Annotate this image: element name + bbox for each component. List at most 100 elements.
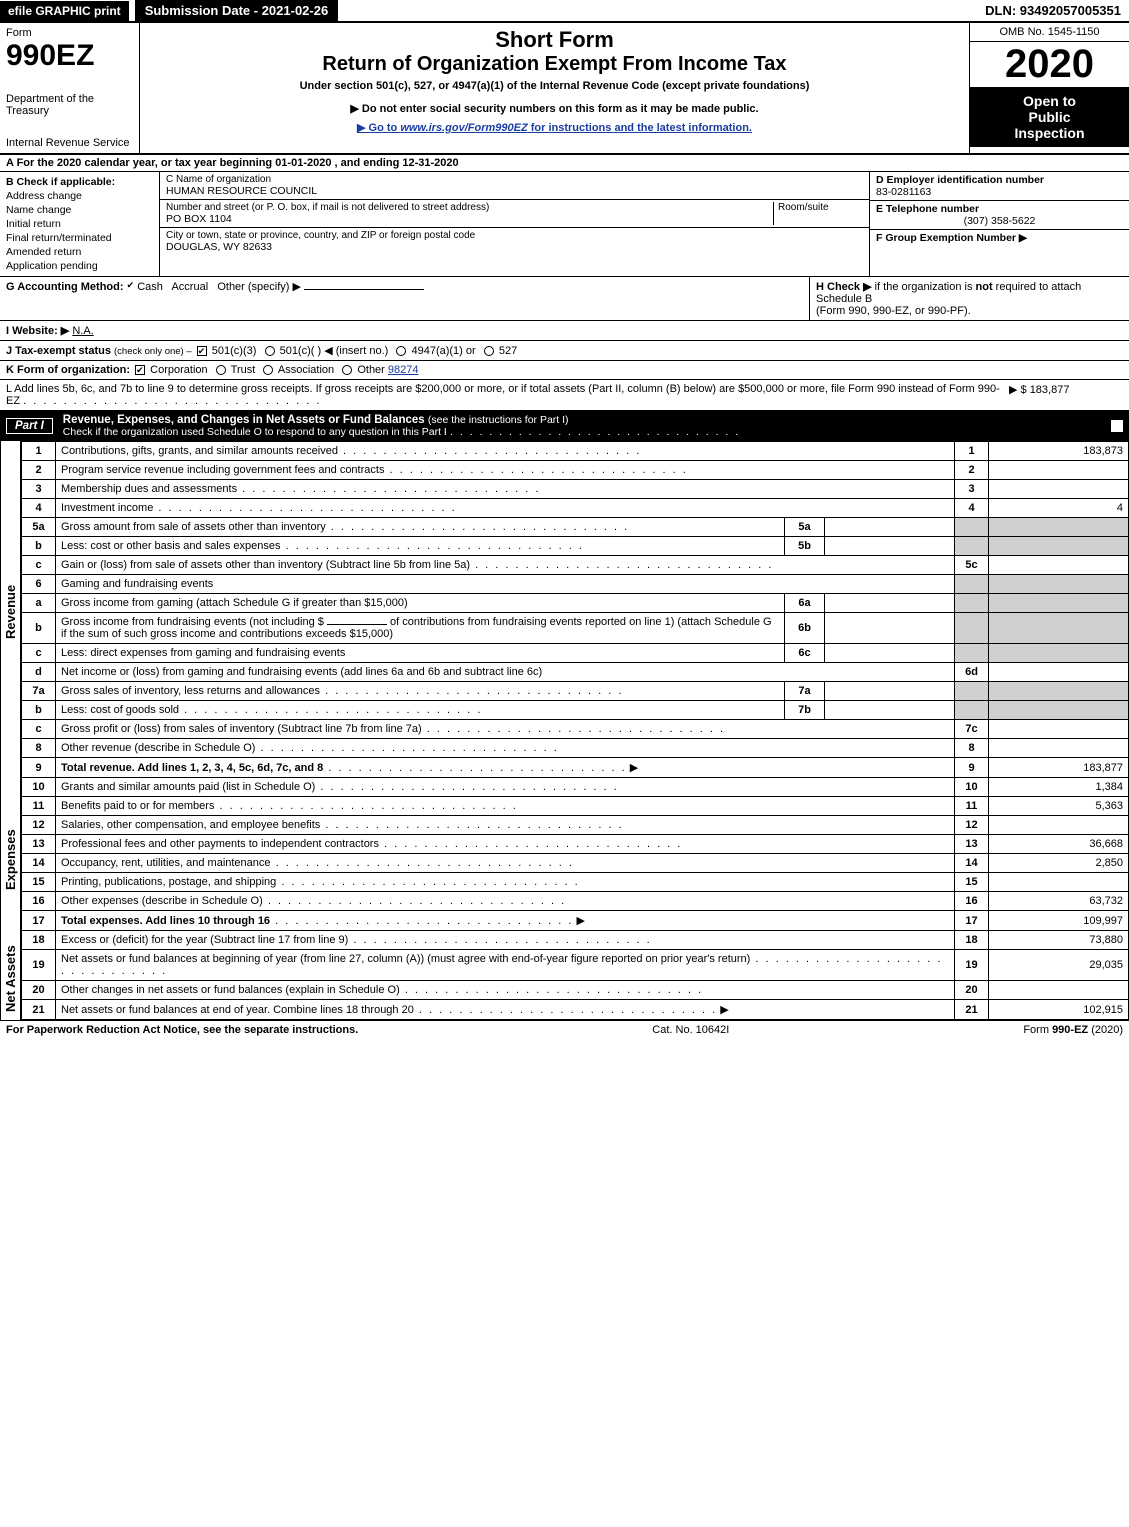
irs-link[interactable]: www.irs.gov/Form990EZ (400, 122, 527, 134)
accounting-cash-checkbox[interactable] (127, 281, 135, 293)
line-12-text: Salaries, other compensation, and employ… (56, 816, 955, 835)
line-19: 19 Net assets or fund balances at beginn… (22, 950, 1129, 981)
other-org-radio[interactable] (342, 365, 352, 375)
line-21: 21 Net assets or fund balances at end of… (22, 1000, 1129, 1020)
section-j: J Tax-exempt status (check only one) – 5… (0, 341, 1129, 361)
open-line1: Open to (974, 93, 1125, 109)
part-i-label: Part I (6, 418, 53, 434)
section-k: K Form of organization: Corporation Trus… (0, 361, 1129, 380)
section-b: B Check if applicable: Address change Na… (0, 172, 160, 276)
section-f: F Group Exemption Number ▶ (870, 230, 1129, 246)
line-20: 20 Other changes in net assets or fund b… (22, 981, 1129, 1000)
line-10: 10 Grants and similar amounts paid (list… (22, 778, 1129, 797)
section-i: I Website: ▶ N.A. (0, 321, 1129, 341)
opt-amended-return[interactable]: Amended return (6, 246, 153, 258)
return-subtitle: Under section 501(c), 527, or 4947(a)(1)… (150, 80, 959, 92)
line-6d-col: 6d (955, 663, 989, 682)
line-18-text: Excess or (deficit) for the year (Subtra… (56, 931, 955, 950)
527-radio[interactable] (484, 346, 494, 356)
phone-label: E Telephone number (876, 203, 1123, 215)
line-9-num: 9 (22, 758, 56, 778)
line-7a: 7a Gross sales of inventory, less return… (22, 682, 1129, 701)
phone-value: (307) 358-5622 (876, 215, 1123, 227)
line-15-text: Printing, publications, postage, and shi… (56, 873, 955, 892)
line-7a-amt (989, 682, 1129, 701)
page-footer: For Paperwork Reduction Act Notice, see … (0, 1020, 1129, 1039)
section-a-calendar-year: A For the 2020 calendar year, or tax yea… (0, 155, 1129, 172)
line-6c-amt (989, 644, 1129, 663)
tax-exempt-label: J Tax-exempt status (6, 345, 111, 357)
line-6b-num: b (22, 613, 56, 644)
section-g-label: G Accounting Method: (6, 281, 124, 293)
city-row: City or town, state or province, country… (160, 228, 869, 255)
association-radio[interactable] (263, 365, 273, 375)
section-b-label: B Check if applicable: (6, 176, 153, 188)
line-1-amt: 183,873 (989, 442, 1129, 461)
line-5c-amt (989, 556, 1129, 575)
4947-radio[interactable] (396, 346, 406, 356)
line-16-num: 16 (22, 892, 56, 911)
line-5c: c Gain or (loss) from sale of assets oth… (22, 556, 1129, 575)
opt-final-return[interactable]: Final return/terminated (6, 232, 153, 244)
line-5b-box: 5b (785, 537, 825, 556)
line-14-num: 14 (22, 854, 56, 873)
line-1-text: Contributions, gifts, grants, and simila… (56, 442, 955, 461)
line-20-num: 20 (22, 981, 56, 1000)
line-1-col: 1 (955, 442, 989, 461)
opt-application-pending[interactable]: Application pending (6, 260, 153, 272)
line-8-num: 8 (22, 739, 56, 758)
line-7a-num: 7a (22, 682, 56, 701)
line-6c: c Less: direct expenses from gaming and … (22, 644, 1129, 663)
line-5b-num: b (22, 537, 56, 556)
line-2-text: Program service revenue including govern… (56, 461, 955, 480)
line-8: 8 Other revenue (describe in Schedule O)… (22, 739, 1129, 758)
line-5b-col (955, 537, 989, 556)
line-8-col: 8 (955, 739, 989, 758)
line-14-amt: 2,850 (989, 854, 1129, 873)
form-word: Form (6, 27, 133, 39)
line-9-amt: 183,877 (989, 758, 1129, 778)
corporation-checkbox[interactable] (135, 365, 145, 375)
street-value: PO BOX 1104 (166, 213, 773, 225)
line-7b-box: 7b (785, 701, 825, 720)
line-5c-text: Gain or (loss) from sale of assets other… (56, 556, 955, 575)
line-6: 6 Gaming and fundraising events (22, 575, 1129, 594)
501c-radio[interactable] (265, 346, 275, 356)
section-l-amount: ▶ $ 183,877 (1003, 383, 1123, 407)
line-11-num: 11 (22, 797, 56, 816)
501c-label: 501(c)( ) ◀ (insert no.) (280, 345, 389, 357)
line-6d: d Net income or (loss) from gaming and f… (22, 663, 1129, 682)
part-i-schedule-o-checkbox[interactable] (1111, 420, 1123, 432)
street-label: Number and street (or P. O. box, if mail… (166, 202, 773, 213)
org-name: HUMAN RESOURCE COUNCIL (166, 185, 863, 197)
line-13-text: Professional fees and other payments to … (56, 835, 955, 854)
efile-print-button[interactable]: efile GRAPHIC print (0, 1, 129, 21)
line-13-amt: 36,668 (989, 835, 1129, 854)
other-org-link[interactable]: 98274 (388, 364, 419, 376)
line-7a-text: Gross sales of inventory, less returns a… (56, 682, 785, 701)
part-i-check-note: Check if the organization used Schedule … (63, 426, 447, 438)
short-form-title: Short Form (150, 27, 959, 53)
opt-name-change[interactable]: Name change (6, 204, 153, 216)
ssn-warning: ▶ Do not enter social security numbers o… (150, 102, 959, 115)
line-3-num: 3 (22, 480, 56, 499)
line-2-col: 2 (955, 461, 989, 480)
501c3-checkbox[interactable] (197, 346, 207, 356)
trust-radio[interactable] (216, 365, 226, 375)
tax-exempt-note: (check only one) – (114, 346, 192, 357)
line-5c-num: c (22, 556, 56, 575)
dln-label: DLN: 93492057005351 (985, 3, 1129, 18)
opt-address-change[interactable]: Address change (6, 190, 153, 202)
org-name-row: C Name of organization HUMAN RESOURCE CO… (160, 172, 869, 200)
line-11-text: Benefits paid to or for members (56, 797, 955, 816)
line-2-amt (989, 461, 1129, 480)
line-7b-val (825, 701, 955, 720)
line-10-col: 10 (955, 778, 989, 797)
opt-initial-return[interactable]: Initial return (6, 218, 153, 230)
group-exemption-label: F Group Exemption Number ▶ (876, 232, 1027, 244)
accounting-other-input[interactable] (304, 289, 424, 290)
opt-amended-return-label: Amended return (6, 246, 81, 258)
line-6a: a Gross income from gaming (attach Sched… (22, 594, 1129, 613)
line-4-col: 4 (955, 499, 989, 518)
return-title: Return of Organization Exempt From Incom… (150, 53, 959, 76)
